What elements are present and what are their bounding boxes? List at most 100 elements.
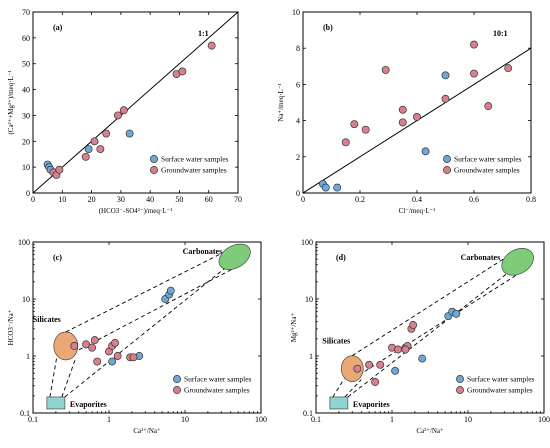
legend-b: Surface water samples Groundwater samples [443,155,522,175]
surface-water-point-d-4 [391,366,400,375]
region-silicates-d [340,355,364,382]
mixing-line-silicate-carbonate-upper [65,249,229,333]
axes-frame-d [315,241,545,414]
chart-panel-a: 0 10 20 30 40 50 60 70 0 10 20 30 40 50 60 70 (HCO3⁻-SO4… [7,8,242,215]
plot-area-b [303,40,531,193]
groundwater-point-d-0 [353,364,362,373]
panel-label-d: (d) [336,253,346,262]
plot-area-d [329,248,534,410]
groundwater-point-b-5 [398,118,407,127]
y-axis-label-a: (Ca²⁺+Mg²⁺)/meq·L⁻¹ [7,70,15,134]
chart-panel-c: Carbonates Silicates Evaporites 0.1 1 10 100 0.… [7,238,267,435]
y-tick-label-d-2: 10 [305,295,313,304]
y-tick-label-c-1: 1 [26,352,30,361]
groundwater-point-b-6 [413,113,421,121]
panel-label-b: (b) [323,23,333,32]
y-tick-label-a-7: 70 [22,8,30,17]
mixing-line-evaporite-carbonate [64,258,237,398]
mixing-line-evaporite-silicate-left [49,356,58,398]
groundwater-point-b-0 [341,138,350,147]
surface-water-point-b-3 [421,147,430,156]
x-tick-label-d-0: 0.1 [311,415,321,424]
surface-water-point-b-1 [321,183,330,192]
x-tick-label-b-0: 0 [301,195,305,204]
groundwater-point-a-6 [102,129,111,138]
reference-line-a [33,12,238,193]
y-tick-label-b-0: 0 [296,189,300,198]
x-tick-label-a-4: 40 [146,195,154,204]
region-label-evaporites-c: Evaporites [70,400,107,409]
legend-c: Surface water samples Groundwater samples [173,375,252,395]
groundwater-point-a-5 [96,145,105,153]
groundwater-point-b-8 [470,69,478,78]
groundwater-point-b-10 [484,102,493,111]
plot-area-c [46,243,251,410]
x-tick-label-b-4: 0.8 [526,195,536,204]
legend-label-a-0: Surface water samples [161,155,229,164]
panel-label-a: (a) [53,23,63,32]
y-tick-label-c-3: 100 [18,238,30,247]
x-tick-label-d-2: 10 [464,415,472,424]
ratio-label-b: 10:1 [493,29,508,38]
groundwater-point-a-2 [55,165,64,174]
legend-label-c-0: Surface water samples [184,375,252,384]
mixing-line-silicate-carbonate-lower [72,265,239,354]
y-tick-label-b-3: 6 [296,80,300,89]
x-tick-label-a-3: 30 [117,195,125,204]
y-axis-label-c: HCO3⁻/Na⁺ [7,309,15,345]
x-tick-label-a-0: 0 [31,195,35,204]
groundwater-point-d-9 [409,321,418,329]
y-tick-label-c-2: 10 [22,295,30,304]
groundwater-point-d-10 [401,345,410,354]
x-tick-label-b-1: 0.2 [355,195,365,204]
legend-marker-d-0 [456,375,464,383]
x-tick-label-c-0: 0.1 [28,415,38,424]
chart-panel-b: 0 0.2 0.4 0.6 0.8 0 2 4 6 8 10 Cl⁻/meq·L⁻¹ Na⁺/meq·L… [277,8,536,215]
y-tick-label-a-1: 10 [22,163,30,172]
y-tick-label-d-3: 100 [301,238,313,247]
surface-water-point-d-2 [452,309,461,318]
mixing-line-evaporite-carbonate [347,263,520,398]
legend-marker-d-1 [456,386,464,394]
legend-marker-c-0 [173,375,181,383]
surface-water-point-a-4 [125,129,134,138]
plot-area-a [33,12,238,193]
x-tick-label-b-2: 0.4 [412,195,422,204]
surface-water-point-a-3 [84,145,93,153]
groundwater-point-a-8 [119,106,128,115]
surface-water-point-b-4 [441,71,450,80]
groundwater-point-b-4 [398,105,407,114]
groundwater-point-c-4 [93,357,102,366]
groundwater-point-c-10 [129,353,138,362]
region-evaporites-d [329,396,349,410]
y-tick-label-d-0: 0.1 [303,409,313,418]
legend-label-d-1: Groundwater samples [467,386,533,395]
surface-water-point-d-3 [418,354,427,363]
x-tick-label-a-5: 50 [175,195,183,204]
groundwater-point-b-3 [381,65,390,74]
x-tick-label-c-1: 1 [107,415,111,424]
region-label-silicates-c: Silicates [33,315,61,324]
axes-frame-a [32,11,239,194]
legend-label-d-0: Surface water samples [467,375,535,384]
x-tick-label-a-7: 70 [234,195,242,204]
groundwater-point-c-8 [113,352,122,360]
y-tick-label-a-4: 40 [22,86,30,95]
groundwater-point-a-3 [81,152,90,161]
y-tick-label-a-5: 50 [22,60,30,69]
region-label-carbonates-d: Carbonates [461,253,501,262]
legend-marker-a-0 [150,155,158,163]
groundwater-point-a-10 [178,67,187,76]
groundwater-point-b-11 [504,64,513,73]
surface-water-point-c-4 [108,357,117,366]
axes-frame-c [32,241,262,414]
chart-panel-d: Carbonates Silicates Evaporites 0.1 1 10 100 0.… [290,238,550,435]
x-axis-label-d: Ca²⁺/Na⁺ [416,427,444,435]
groundwater-point-a-7 [113,111,122,120]
y-tick-label-c-0: 0.1 [20,409,30,418]
y-tick-label-b-4: 8 [296,44,300,53]
y-axis-label-b: Na⁺/meq·L⁻¹ [277,83,285,121]
mixing-line-evaporite-silicate-left [332,378,345,398]
groundwater-point-b-1 [350,120,359,129]
mixing-line-evaporite-silicate-right [61,357,77,398]
